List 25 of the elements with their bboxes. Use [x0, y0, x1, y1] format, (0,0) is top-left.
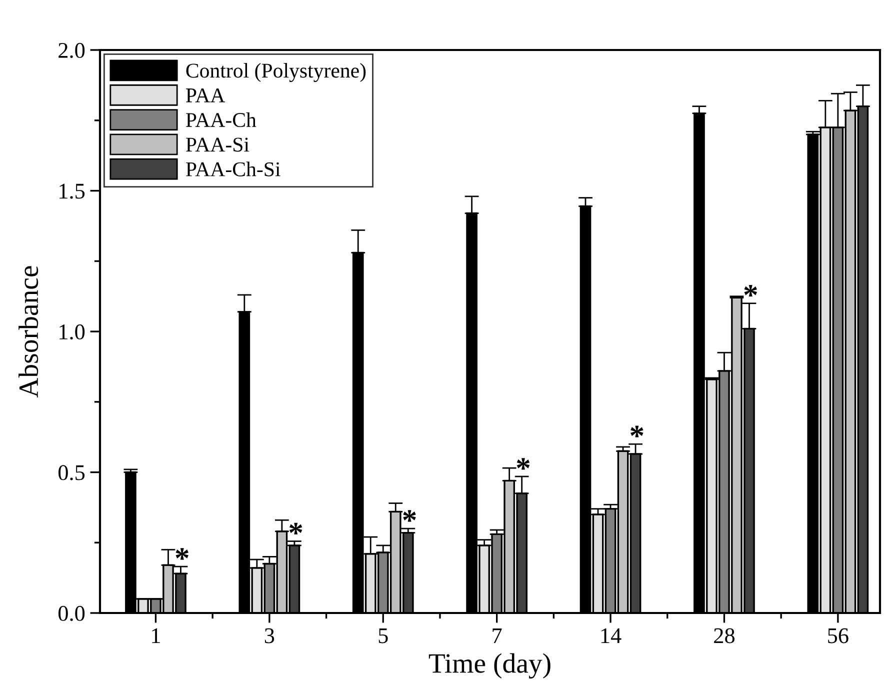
x-tick-label: 3	[264, 628, 274, 644]
annotation: *	[403, 510, 416, 522]
y-tick-label: 1.0	[60, 324, 85, 340]
annotation: *	[630, 426, 644, 438]
legend-label: PAA	[186, 88, 226, 102]
x-tick-label: 56	[828, 628, 848, 644]
y-tick-label: 2.0	[58, 42, 85, 58]
x-tick-label: 28	[714, 628, 734, 644]
annotation: *	[516, 458, 530, 470]
y-tick-label: 0.0	[58, 606, 85, 622]
x-tick-label: 1	[152, 628, 160, 644]
x-tick-label: 14	[601, 628, 622, 644]
y-tick-label: 0.5	[58, 465, 85, 480]
legend-label: Control (Polystyrene)	[186, 63, 366, 82]
y-tick-label: 1.5	[60, 184, 85, 199]
annotation: *	[289, 522, 302, 534]
y-axis-title: Absorbance	[18, 266, 38, 398]
x-tick-label: 5	[378, 628, 388, 644]
x-axis-title: Time (day)	[428, 653, 550, 679]
legend-label: PAA-Si	[186, 138, 250, 152]
x-tick-label: 7	[492, 628, 502, 644]
legend-label: PAA-Ch-Si	[186, 162, 280, 176]
legend-label: PAA-Ch	[186, 112, 256, 128]
annotation: *	[176, 548, 188, 560]
annotation: *	[744, 284, 757, 297]
